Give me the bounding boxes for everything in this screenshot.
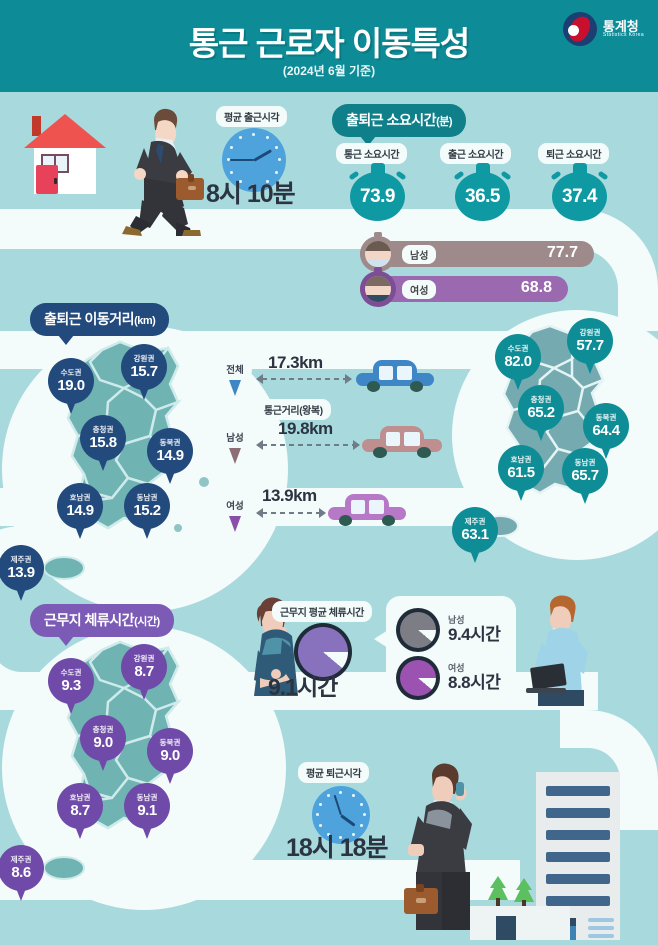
stay-male-label: 남성: [448, 615, 465, 626]
time-pin-jeju: 제주권 63.1: [452, 507, 498, 565]
distance-arrow-male: [256, 440, 360, 450]
female-value: 68.8: [520, 279, 552, 296]
stay-pin-honam: 호남권 8.7: [57, 783, 103, 841]
commute-from-work-value: 37.4: [552, 172, 607, 221]
distance-male-value: 19.8km: [278, 419, 333, 438]
distance-pin-honam: 호남권 14.9: [57, 483, 103, 541]
stay-pin-sudogwon: 수도권 9.3: [48, 658, 94, 716]
low-building-window: [496, 916, 516, 940]
statistics-korea-logo: 통계청 Statistics Korea: [562, 12, 644, 46]
page-subtitle: (2024년 6월 기준): [282, 64, 376, 78]
stay-pin-gangwon: 강원권 8.7: [121, 644, 167, 702]
distance-female-value: 13.9km: [262, 486, 317, 505]
female-label: 여성: [402, 280, 437, 299]
car-icon-female: [328, 494, 406, 526]
distance-arrow-female: [256, 508, 326, 518]
commute-gender-bar-male: 남성 77.7: [360, 232, 594, 272]
distance-pin-chungcheong: 충청권 15.8: [80, 415, 126, 473]
avg-depart-value: 8시 10분: [206, 180, 296, 208]
house-illustration: [18, 108, 110, 200]
commute-to-work-value: 36.5: [455, 172, 510, 221]
commute-to-work-stopwatch: 36.5: [453, 163, 512, 221]
commute-from-work-stopwatch: 37.4: [550, 163, 609, 221]
time-pin-dongnam: 동남권 65.7: [562, 448, 608, 506]
header-bar: 통근 근로자 이동특성 (2024년 6월 기준) 통계청 Statistics…: [0, 0, 658, 92]
distance-arrow-total: [256, 374, 352, 384]
section-badge-stay: 근무지 체류시간(시간): [30, 604, 174, 646]
stay-pin-dongnam: 동남권 9.1: [124, 783, 170, 841]
badge-unit: (분): [436, 116, 453, 128]
stay-female-value: 8.8시간: [448, 672, 501, 692]
avg-depart-clock-icon: [222, 128, 286, 192]
time-pin-sudogwon: 수도권 82.0: [495, 334, 541, 392]
avg-leave-clock-icon: [312, 786, 370, 844]
time-pin-dongbuk: 동북권 64.4: [583, 403, 629, 461]
distance-pin-jeju: 제주권 13.9: [0, 545, 44, 603]
male-avatar-icon: [360, 232, 396, 272]
distance-marker-total: 전체: [218, 352, 252, 396]
car-icon-male: [362, 426, 442, 458]
avg-leave-label: 평균 퇴근시각: [298, 762, 370, 783]
commute-from-work-label: 퇴근 소요시간: [538, 143, 610, 164]
stay-male-pie-clock: [396, 608, 440, 652]
taegeuk-icon: [562, 12, 597, 46]
commute-total-stopwatch: 73.9: [348, 163, 407, 221]
male-value: 77.7: [546, 244, 578, 261]
stay-gender-row-female: 여성 8.8시간: [396, 656, 501, 700]
commute-total-label: 통근 소요시간: [336, 143, 408, 164]
stay-pin-jeju: 제주권 8.6: [0, 845, 44, 903]
logo-label-en: Statistics Korea: [602, 32, 644, 39]
car-icon-total: [356, 360, 434, 392]
section-badge-commute-time: 출퇴근 소요시간(분): [332, 104, 467, 146]
stay-pin-dongbuk: 동북권 9.0: [147, 728, 193, 786]
avg-depart-label: 평균 출근시각: [216, 106, 288, 127]
time-pin-gangwon: 강원권 57.7: [567, 318, 613, 376]
stay-pin-chungcheong: 충청권 9.0: [80, 715, 126, 773]
badge-unit: (km): [134, 315, 156, 327]
running-worker-illustration: [96, 104, 208, 238]
avg-leave-value: 18시 18분: [286, 834, 389, 862]
page-title: 통근 근로자 이동특성: [188, 25, 471, 62]
stay-gender-row-male: 남성 9.4시간: [396, 608, 501, 652]
distance-pin-sudogwon: 수도권 19.0: [48, 358, 94, 416]
distance-pin-dongbuk: 동북권 14.9: [147, 428, 193, 486]
distance-total-value: 17.3km: [268, 353, 323, 372]
commute-to-work-label: 출근 소요시간: [440, 143, 512, 164]
distance-marker-female: 여성: [218, 488, 252, 532]
badge-label: 출퇴근 이동거리: [44, 311, 135, 327]
office-building-illustration: [530, 772, 626, 940]
section-badge-distance: 출퇴근 이동거리(km): [30, 303, 170, 345]
time-pin-honam: 호남권 61.5: [498, 445, 544, 503]
distance-pin-gangwon: 강원권 15.7: [121, 344, 167, 402]
logo-label-kr: 통계청: [602, 18, 639, 34]
badge-label: 출퇴근 소요시간: [346, 112, 437, 128]
stay-female-label: 여성: [448, 663, 465, 674]
badge-label: 근무지 체류시간: [44, 612, 135, 628]
commute-gender-bar-female: 여성 68.8: [360, 267, 568, 307]
male-label: 남성: [402, 245, 437, 264]
stay-avg-label: 근무지 평균 체류시간: [272, 601, 372, 622]
commute-total-value: 73.9: [350, 172, 405, 221]
time-pin-chungcheong: 충청권 65.2: [518, 385, 564, 443]
stay-gender-card: 남성 9.4시간 여성 8.8시간: [374, 596, 516, 708]
man-phone-illustration: [398, 760, 494, 930]
badge-unit: (시간): [134, 616, 160, 628]
stay-avg-value: 9.1시간: [268, 674, 338, 700]
distance-note: 통근거리(왕복): [256, 399, 331, 420]
distance-marker-male: 남성: [218, 420, 252, 464]
low-building-illustration: [470, 906, 570, 940]
man-laptop-illustration: [520, 594, 606, 706]
distance-pin-dongnam: 동남권 15.2: [124, 483, 170, 541]
stay-female-pie-clock: [396, 656, 440, 700]
stay-male-value: 9.4시간: [448, 624, 501, 644]
female-avatar-icon: [360, 267, 396, 307]
stay-avg-pie-clock: [294, 623, 352, 681]
